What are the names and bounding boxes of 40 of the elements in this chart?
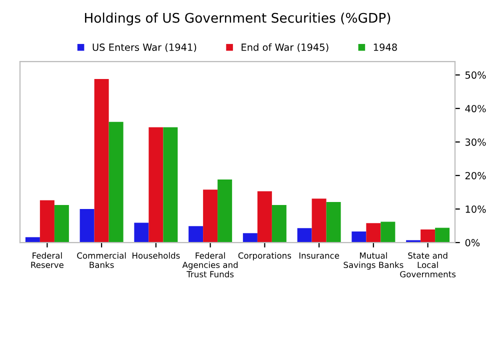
x-tick-label: Federal Reserve [31,252,64,268]
bar [326,202,341,243]
y-tick-label: 30% [465,138,486,146]
bar [352,231,366,243]
bar [148,127,164,243]
y-tick-label: 50% [465,71,486,79]
bar [366,223,381,243]
y-tick-label: 40% [465,104,486,112]
bar [80,209,94,243]
bar [54,205,69,243]
bar [380,222,396,243]
legend-label: 1948 [374,44,397,51]
y-tick-label: 0% [465,239,480,246]
y-tick-label: 10% [466,206,486,213]
bar [272,205,286,243]
bar [40,200,54,243]
bar [134,222,149,243]
bar [312,198,326,243]
legend-label: US Enters War (1941) [92,43,196,52]
bar [257,191,272,243]
x-tick-label: Insurance [299,252,340,259]
bar [420,229,436,243]
x-tick-label: Federal Agencies and Trust Funds [182,252,238,278]
bar [242,233,258,243]
bar [203,190,218,243]
x-tick-label: Corporations [238,252,292,260]
legend-label: End of War (1945) [242,43,328,52]
x-tick-label: Mutual Savings Banks [344,252,404,270]
bar [188,226,204,243]
bar [163,127,178,243]
bar [108,122,124,243]
x-tick-label: Households [132,252,180,259]
bar [297,228,312,243]
bar [435,228,450,243]
chart-title: Holdings of US Government Securities (%GDP) [85,12,390,26]
bar [25,237,40,243]
bar [218,180,232,243]
bar [94,78,109,243]
x-tick-label: Commercial Banks [77,252,126,268]
y-tick-label: 20% [465,172,486,180]
